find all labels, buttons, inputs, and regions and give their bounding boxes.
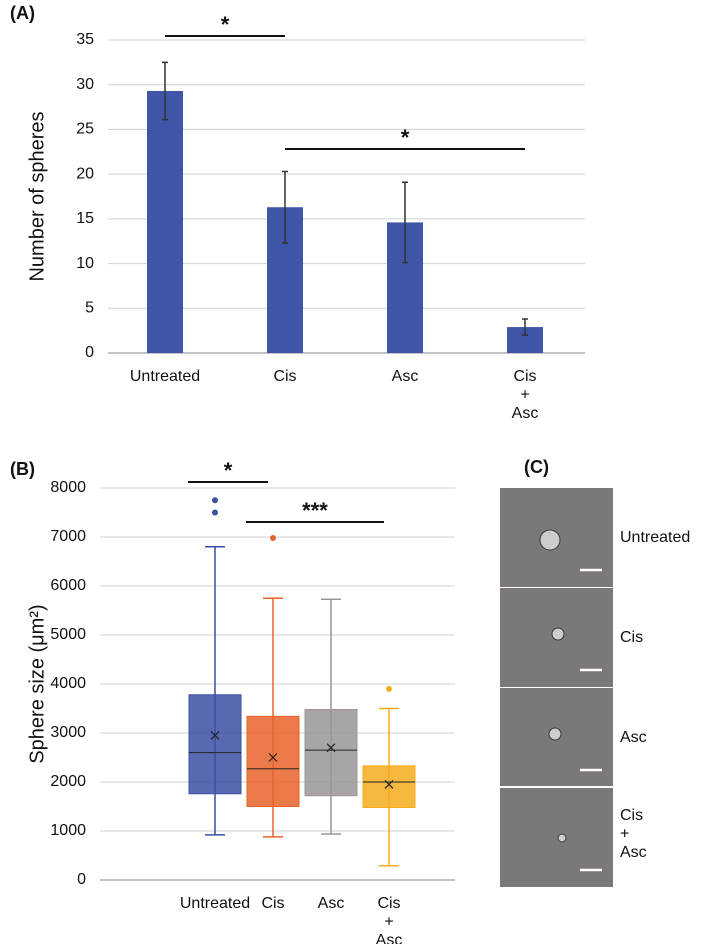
- sphere: [548, 727, 562, 741]
- significance-label: *: [221, 12, 230, 37]
- x-tick-label: Cis: [273, 368, 296, 385]
- x-tick-label: Asc: [392, 368, 419, 385]
- panel-label: (A): [10, 3, 35, 23]
- panel-label: (C): [524, 457, 549, 477]
- y-tick-label: 15: [76, 210, 94, 227]
- box: [246, 715, 300, 808]
- bar: [147, 90, 183, 353]
- outlier: [386, 685, 392, 692]
- panel-label: (B): [10, 459, 35, 479]
- x-tick-label: Untreated: [130, 368, 200, 385]
- mean-marker: [210, 731, 220, 740]
- y-tick-label: 5: [85, 300, 94, 317]
- image-label: Untreated: [620, 529, 690, 546]
- y-tick-label: 8000: [50, 479, 86, 496]
- error-bar: [402, 181, 408, 264]
- mean-marker: [268, 753, 278, 762]
- significance-label: ***: [302, 498, 328, 523]
- image-label: Cis + Asc: [620, 807, 647, 861]
- y-tick-label: 30: [76, 76, 94, 93]
- y-tick-label: 7000: [50, 528, 86, 545]
- error-bar: [162, 61, 168, 121]
- y-tick-label: 20: [76, 165, 94, 182]
- y-tick-label: 35: [76, 31, 94, 48]
- x-tick-label: Asc: [318, 895, 345, 912]
- box: [304, 708, 358, 797]
- mean-marker: [384, 780, 394, 789]
- sphere: [551, 627, 565, 641]
- x-tick-label: Cis + Asc: [512, 368, 539, 422]
- error-bar: [282, 170, 288, 244]
- sphere: [539, 529, 561, 551]
- y-tick-label: 10: [76, 255, 94, 272]
- sphere: [557, 833, 567, 843]
- y-tick-label: 5000: [50, 626, 86, 643]
- y-tick-label: 3000: [50, 724, 86, 741]
- image-label: Asc: [620, 729, 647, 746]
- significance-label: *: [224, 458, 233, 483]
- significance-label: *: [401, 125, 410, 150]
- outlier: [270, 534, 276, 541]
- y-tick-label: 0: [77, 871, 86, 888]
- box: [362, 765, 416, 808]
- outlier: [212, 509, 218, 516]
- y-tick-label: 25: [76, 121, 94, 138]
- y-tick-label: 4000: [50, 675, 86, 692]
- y-axis-label: Number of spheres: [26, 111, 48, 281]
- micrograph: [500, 788, 613, 887]
- image-label: Cis: [620, 629, 643, 646]
- x-tick-label: Cis + Asc: [376, 895, 403, 944]
- x-tick-label: Untreated: [180, 895, 250, 912]
- y-tick-label: 0: [85, 344, 94, 361]
- x-tick-label: Cis: [261, 895, 284, 912]
- y-tick-label: 6000: [50, 577, 86, 594]
- y-tick-label: 2000: [50, 773, 86, 790]
- error-bar: [522, 318, 528, 336]
- outlier: [212, 497, 218, 504]
- mean-marker: [326, 743, 336, 753]
- y-axis-label: Sphere size (μm²): [26, 604, 48, 763]
- y-tick-label: 1000: [50, 822, 86, 839]
- box: [188, 694, 242, 795]
